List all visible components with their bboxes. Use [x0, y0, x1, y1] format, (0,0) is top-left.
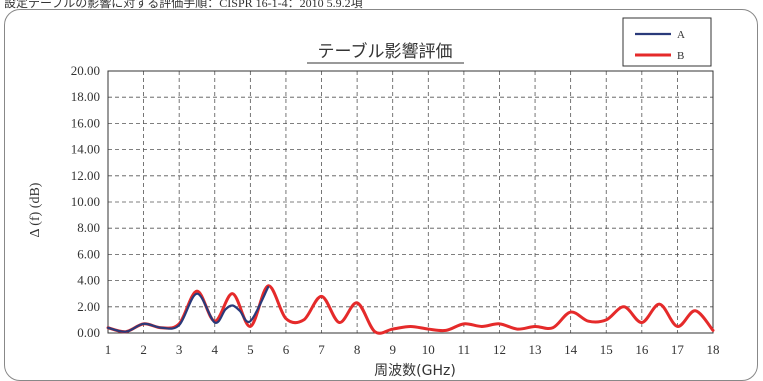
y-tick-label: 2.00 — [77, 299, 100, 314]
y-tick-label: 16.00 — [71, 115, 100, 130]
chart-frame: 1 2 3 4 5 6 7 8 9 10 11 12 13 14 15 16 17 18 0.00 2.00 4.00 6… — [4, 9, 758, 381]
x-tick-label: 3 — [176, 342, 183, 357]
x-tick-label: 7 — [318, 342, 325, 357]
x-tick-label: 14 — [564, 342, 578, 357]
x-tick-label: 8 — [354, 342, 361, 357]
axis-layer: 1 2 3 4 5 6 7 8 9 10 11 12 13 14 15 16 17 180.002.004.006… — [71, 63, 720, 357]
chart-title: テーブル影響評価 — [318, 41, 453, 62]
series-layer — [106, 284, 715, 335]
y-tick-label: 4.00 — [77, 273, 100, 288]
y-tick-label: 6.00 — [77, 246, 100, 261]
series-line-a — [106, 286, 270, 333]
x-axis-label: 周波数(GHz) — [374, 363, 456, 379]
y-tick-label: 14.00 — [71, 142, 100, 157]
x-tick-label: 6 — [283, 342, 290, 357]
y-tick-label: 18.00 — [71, 89, 100, 104]
x-tick-label: 11 — [458, 342, 471, 357]
y-axis-label: Δ (f) (dB) — [28, 182, 43, 237]
plot-area-border — [107, 70, 714, 334]
x-tick-label: 17 — [671, 342, 685, 357]
y-tick-label: 8.00 — [77, 220, 100, 235]
x-tick-label: 5 — [247, 342, 254, 357]
y-tick-label: 10.00 — [71, 194, 100, 209]
y-tick-label: 12.00 — [71, 168, 100, 183]
y-tick-label: 20.00 — [71, 63, 100, 78]
chart-svg: 1 2 3 4 5 6 7 8 9 10 11 12 13 14 15 16 17 180.002.004.006… — [28, 17, 720, 379]
legend-label-b: B — [677, 50, 684, 62]
legend-label-a: A — [677, 29, 685, 41]
x-tick-label: 10 — [422, 342, 435, 357]
x-tick-label: 12 — [493, 342, 506, 357]
x-tick-label: 16 — [635, 342, 649, 357]
legend: AB — [622, 17, 712, 67]
header-caption: 設定テーブルの影響に対する評価手順：CISPR 16-1-4：2010 5.9.… — [4, 0, 363, 10]
x-tick-label: 13 — [529, 342, 542, 357]
x-tick-label: 18 — [707, 342, 720, 357]
legend-box — [622, 17, 712, 67]
grid-layer — [108, 71, 713, 333]
x-tick-label: 2 — [140, 342, 147, 357]
x-tick-label: 1 — [105, 342, 112, 357]
x-tick-label: 15 — [600, 342, 613, 357]
x-tick-label: 9 — [389, 342, 396, 357]
x-tick-label: 4 — [212, 342, 219, 357]
y-tick-label: 0.00 — [77, 325, 100, 340]
series-line-b — [106, 284, 715, 335]
